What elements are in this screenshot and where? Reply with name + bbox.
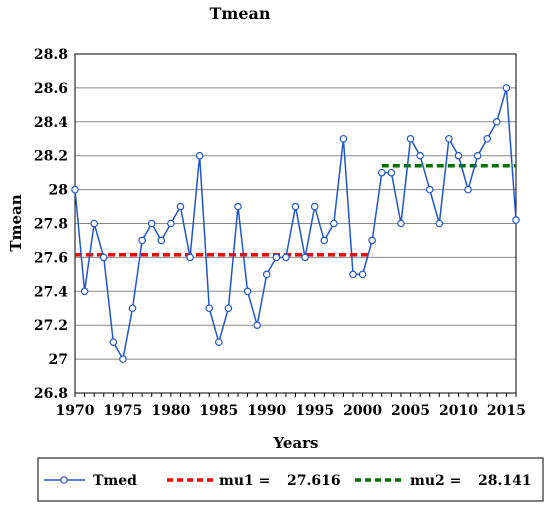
data-point bbox=[80, 287, 89, 296]
data-point bbox=[387, 168, 396, 177]
data-point bbox=[330, 219, 338, 228]
x-tick-marks bbox=[74, 393, 517, 397]
legend-mu1-value: 27.616 bbox=[287, 473, 341, 489]
x-axis-label: Years bbox=[272, 434, 318, 452]
y-tick-label: 28.2 bbox=[34, 149, 68, 165]
data-point bbox=[397, 219, 405, 228]
y-tick-label: 27 bbox=[49, 352, 68, 368]
data-point bbox=[71, 185, 79, 194]
data-point bbox=[128, 304, 137, 313]
legend-tmed-marker bbox=[60, 476, 68, 484]
data-point bbox=[310, 202, 319, 211]
y-gridlines bbox=[75, 53, 516, 394]
data-point bbox=[454, 151, 463, 160]
x-tick-label: 1990 bbox=[247, 403, 286, 419]
data-point bbox=[377, 168, 386, 177]
x-tick-label: 1995 bbox=[295, 403, 334, 419]
data-point bbox=[445, 134, 453, 143]
data-point bbox=[483, 134, 492, 143]
data-point bbox=[224, 304, 233, 313]
data-point bbox=[358, 270, 367, 279]
data-point bbox=[464, 185, 472, 194]
y-tick-label: 28.4 bbox=[34, 115, 68, 131]
legend: Tmed mu1 = 27.616 mu2 = 28.141 bbox=[37, 457, 544, 502]
x-tick-label: 1980 bbox=[151, 403, 190, 419]
data-point bbox=[349, 270, 357, 279]
y-tick-label: 28.8 bbox=[34, 47, 68, 63]
data-point bbox=[368, 236, 376, 245]
data-point bbox=[253, 321, 261, 330]
data-point bbox=[473, 151, 482, 160]
data-point bbox=[425, 185, 434, 194]
data-point bbox=[272, 253, 281, 262]
data-point bbox=[205, 304, 214, 313]
x-tick-label: 1985 bbox=[199, 403, 238, 419]
data-point bbox=[243, 287, 252, 296]
data-point bbox=[90, 219, 98, 228]
y-tick-label: 27.6 bbox=[34, 250, 68, 266]
data-point bbox=[157, 236, 166, 245]
data-point bbox=[301, 253, 309, 262]
data-point bbox=[282, 253, 290, 262]
x-tick-label: 1970 bbox=[56, 403, 95, 419]
data-point bbox=[215, 338, 223, 346]
y-tick-label: 27.2 bbox=[34, 318, 68, 334]
data-point bbox=[406, 134, 415, 143]
y-tick-label: 28 bbox=[49, 183, 68, 199]
x-tick-label: 1975 bbox=[103, 403, 142, 419]
data-point bbox=[502, 84, 511, 92]
data-point bbox=[195, 151, 204, 160]
data-point bbox=[416, 151, 424, 160]
data-point bbox=[234, 202, 242, 211]
y-tick-labels: 26.8 27 27.2 27.4 27.6 27.8 28 28.2 28.4 28.6 28.8 bbox=[34, 47, 68, 402]
reference-lines bbox=[75, 163, 516, 257]
data-point bbox=[176, 202, 185, 211]
data-point bbox=[339, 134, 348, 143]
data-point bbox=[119, 355, 127, 363]
x-tick-labels: 1970 1975 1980 1985 1990 1995 2000 2005 2010 2015 bbox=[56, 403, 526, 419]
data-point bbox=[291, 202, 300, 211]
data-point bbox=[320, 236, 329, 245]
data-point bbox=[186, 253, 194, 262]
y-tick-label: 27.4 bbox=[34, 284, 68, 300]
y-tick-label: 28.6 bbox=[34, 81, 68, 97]
x-tick-label: 2015 bbox=[487, 403, 526, 419]
y-tick-label: 27.8 bbox=[34, 217, 68, 233]
legend-tmed-label: Tmed bbox=[93, 473, 137, 489]
data-point bbox=[109, 338, 118, 346]
series-markers bbox=[71, 84, 520, 363]
data-point bbox=[493, 118, 501, 126]
data-point bbox=[99, 253, 108, 262]
data-point bbox=[167, 219, 175, 228]
data-point bbox=[147, 219, 156, 228]
data-point bbox=[262, 270, 271, 279]
legend-mu2-value: 28.141 bbox=[478, 473, 532, 489]
chart-title: Tmean bbox=[209, 4, 270, 23]
y-tick-label: 26.8 bbox=[34, 386, 68, 402]
legend-mu2-label: mu2 = bbox=[410, 473, 461, 489]
legend-box bbox=[37, 457, 544, 502]
x-tick-label: 2005 bbox=[391, 403, 430, 419]
data-point bbox=[512, 216, 520, 224]
y-axis-label: Tmean bbox=[7, 194, 25, 251]
data-point bbox=[435, 219, 444, 228]
legend-mu1-label: mu1 = bbox=[219, 473, 270, 489]
x-tick-label: 2010 bbox=[439, 403, 478, 419]
x-tick-label: 2000 bbox=[343, 403, 382, 419]
data-point bbox=[138, 236, 146, 245]
